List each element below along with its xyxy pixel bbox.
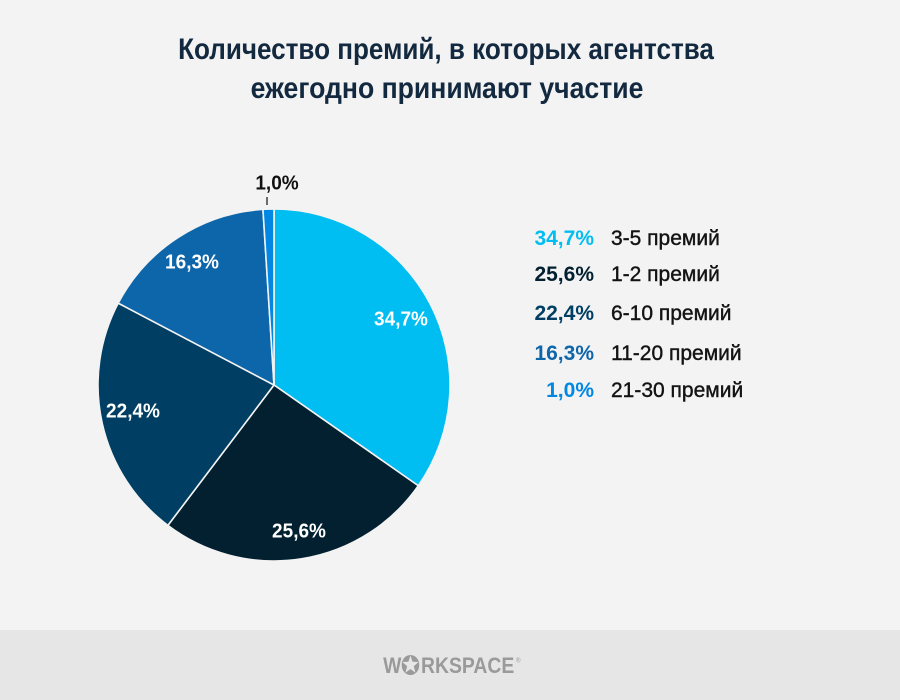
svg-text:®: ® [516, 656, 521, 664]
svg-text:W: W [383, 654, 402, 678]
svg-text:RKSPACE: RKSPACE [421, 654, 514, 678]
